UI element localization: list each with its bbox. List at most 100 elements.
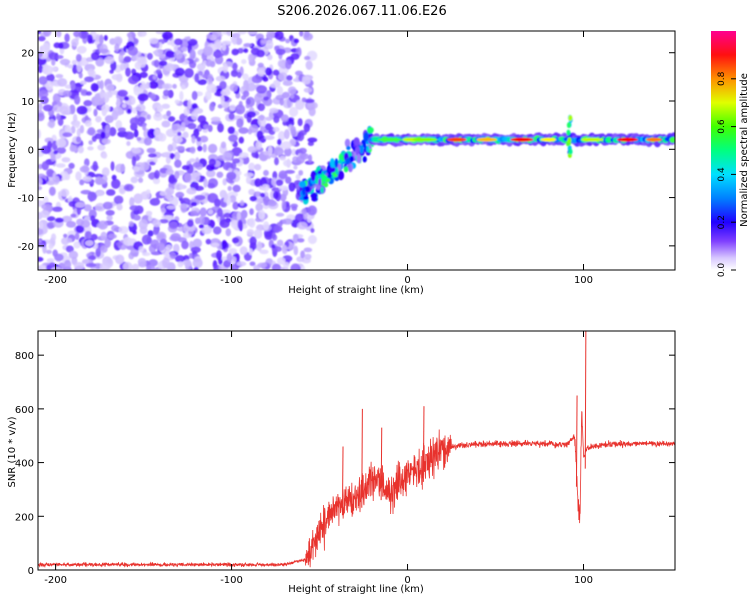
noise-blob — [96, 190, 104, 197]
noise-blob — [92, 160, 98, 172]
noise-blob — [279, 155, 286, 161]
noise-blob — [269, 83, 281, 88]
noise-blob — [61, 215, 73, 223]
snr-y-tick-label: 600 — [15, 405, 34, 416]
spectrogram-x-tick-label: 100 — [574, 275, 593, 286]
noise-blob — [43, 31, 52, 37]
noise-blob — [124, 131, 135, 140]
noise-blob — [52, 206, 63, 212]
noise-blob — [161, 120, 171, 128]
noise-blob — [220, 141, 227, 149]
noise-blob — [87, 34, 93, 44]
snr-spike — [422, 406, 425, 482]
noise-blob — [217, 123, 224, 133]
noise-blob — [127, 75, 139, 85]
noise-blob — [282, 261, 290, 268]
noise-blob — [180, 122, 186, 132]
noise-blob — [149, 93, 156, 100]
noise-blob — [38, 76, 48, 85]
noise-blob — [196, 136, 202, 142]
noise-blob — [260, 192, 266, 198]
noise-blob — [213, 52, 224, 58]
noise-blob — [219, 80, 227, 90]
noise-blob — [248, 188, 255, 196]
noise-blob — [88, 140, 93, 145]
spectrogram-y-tick-label: 20 — [21, 49, 34, 60]
noise-blob — [165, 244, 173, 251]
snr-panel: -200 -100 0 100 0 200 400 600 800 Height of stra… — [7, 330, 676, 595]
transition-blob — [346, 145, 351, 151]
colorbar: 0.0 0.2 0.4 0.6 0.8 Normalized spectral ampl… — [711, 31, 750, 277]
noise-blob — [205, 59, 212, 67]
noise-blob — [77, 145, 84, 154]
noise-blob — [306, 101, 318, 110]
spike-blob — [568, 148, 573, 155]
noise-blob — [174, 38, 183, 46]
noise-blob — [238, 127, 249, 134]
noise-blob — [190, 246, 201, 253]
noise-blob — [237, 31, 247, 35]
noise-blob — [239, 246, 248, 255]
noise-blob — [75, 225, 84, 233]
noise-blob — [100, 245, 108, 253]
noise-blob — [50, 66, 58, 72]
noise-blob — [139, 71, 148, 79]
noise-blob — [118, 226, 129, 234]
noise-blob — [137, 93, 149, 102]
noise-blob — [90, 215, 96, 222]
noise-blob — [183, 172, 192, 183]
noise-blob — [287, 86, 297, 95]
noise-blob — [111, 178, 121, 189]
noise-blob — [275, 48, 286, 56]
colorbar-gradient — [711, 31, 736, 270]
snr-y-tick-label: 800 — [15, 351, 34, 362]
noise-blob — [38, 64, 44, 74]
noise-blob — [267, 54, 273, 61]
noise-blob — [271, 244, 276, 249]
noise-blob — [255, 203, 263, 212]
noise-blob — [193, 266, 199, 270]
snr-plot-area — [38, 331, 675, 568]
ridge-peak — [616, 137, 639, 142]
noise-blob — [198, 224, 205, 229]
noise-blob — [90, 233, 98, 241]
noise-blob — [207, 192, 219, 203]
noise-blob — [101, 152, 108, 159]
noise-blob — [158, 133, 167, 142]
noise-blob — [290, 125, 296, 135]
noise-blob — [83, 204, 92, 212]
noise-blob — [42, 65, 54, 75]
noise-blob — [41, 161, 49, 171]
noise-blob — [265, 116, 273, 121]
noise-blob — [104, 56, 115, 65]
noise-blob — [269, 107, 279, 114]
spike-blob — [566, 122, 571, 129]
noise-blob — [38, 186, 43, 191]
snr-y-label: SNR (10 * v/v) — [7, 416, 18, 487]
noise-blob — [207, 182, 215, 189]
noise-blob — [148, 37, 159, 44]
noise-blob — [295, 174, 301, 180]
noise-blob — [146, 114, 151, 120]
noise-blob — [257, 62, 264, 68]
noise-blob — [38, 228, 44, 236]
noise-blob — [102, 201, 113, 210]
noise-blob — [117, 89, 128, 97]
noise-blob — [275, 212, 285, 217]
noise-blob — [228, 112, 235, 120]
noise-blob — [263, 221, 270, 231]
ridge-peak — [447, 137, 467, 142]
noise-blob — [241, 59, 247, 65]
ridge-peak — [377, 137, 403, 142]
noise-blob — [295, 155, 305, 164]
noise-blob — [168, 221, 179, 230]
noise-blob — [55, 163, 66, 168]
noise-blob — [38, 89, 49, 98]
noise-blob — [272, 69, 280, 76]
noise-blob — [64, 33, 70, 43]
noise-blob — [38, 221, 44, 230]
noise-blob — [259, 114, 265, 121]
noise-blob — [105, 124, 110, 134]
snr-x-tick-label: -100 — [220, 575, 243, 586]
